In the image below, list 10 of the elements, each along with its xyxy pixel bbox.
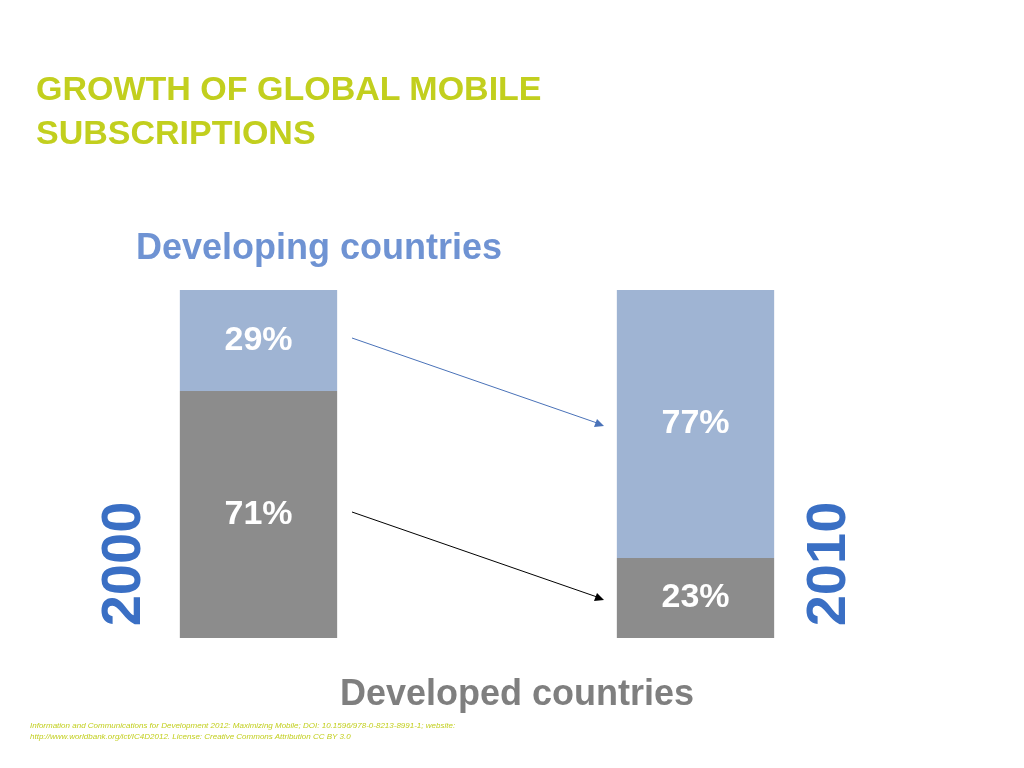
series-label: Developed countries [340, 672, 695, 714]
x-tick-label: 2000 [89, 501, 153, 627]
data-label: 29% [224, 318, 293, 357]
text: Information and Communications for Development 2012: Maximizing Mobile; DOI: 10.1596/978-0-8213-8991-1; website: http://www.worldbank.org/ict/IC4D2012. License: Creative Commons Attribution CC BY 3.0 [30, 720, 457, 742]
series-label: Developing countries [136, 226, 503, 268]
data-label: 23% [661, 576, 730, 615]
data-label: 71% [224, 492, 293, 531]
x-tick-label: 2010 [793, 501, 857, 627]
chart-title: GROWTH OF GLOBAL MOBILE SUBSCRIPTIONS [36, 68, 543, 153]
data-label: 77% [661, 402, 730, 441]
